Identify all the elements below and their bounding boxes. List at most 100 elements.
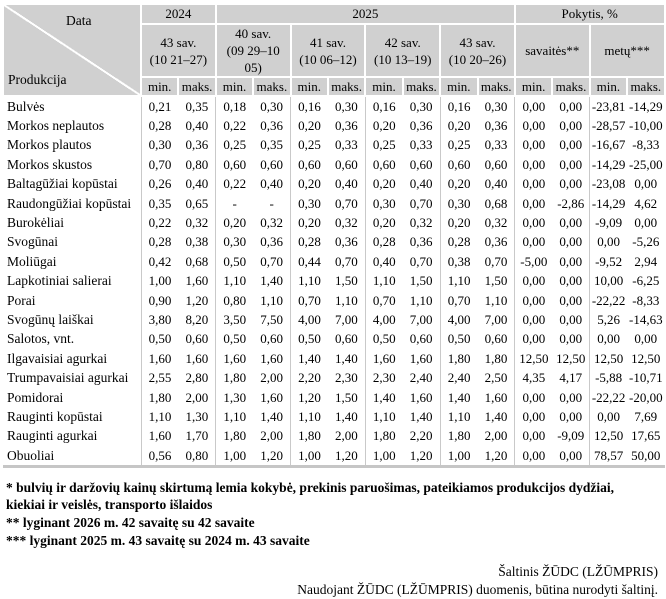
row-label: Ilgavaisiai agurkai bbox=[7, 350, 108, 366]
value-cell: 0,00 bbox=[559, 447, 583, 463]
value-cell: 0,00 bbox=[634, 176, 658, 192]
value-cell: 0,80 bbox=[215, 290, 254, 311]
value-cell: 0,30 bbox=[409, 98, 433, 114]
value-cell: -9,52 bbox=[589, 252, 628, 272]
value-cell: 1,50 bbox=[409, 273, 433, 289]
value-cell: 2,94 bbox=[634, 253, 658, 269]
value-cell: 0,60 bbox=[185, 331, 209, 347]
value-cell: 0,68 bbox=[185, 253, 209, 269]
value-cell: 0,50 bbox=[364, 329, 403, 350]
value-cell: 0,60 bbox=[409, 331, 433, 347]
value-cell: -20,00 bbox=[628, 389, 663, 405]
table-row: Burokėliai 0,22 0,32 0,20 0,32 0,20 0,32 0,20 0… bbox=[3, 213, 665, 233]
value-cell: 7,00 bbox=[484, 311, 508, 327]
week-label: 42 sav. bbox=[384, 34, 421, 50]
value-cell: 0,00 bbox=[559, 215, 583, 231]
footnotes: * bulvių ir daržovių kainų skirtumą lemi… bbox=[6, 479, 656, 549]
value-cell: 7,69 bbox=[634, 408, 658, 424]
value-cell: 0,36 bbox=[335, 118, 358, 134]
value-cell: 0,00 bbox=[514, 271, 553, 291]
value-cell: 1,40 bbox=[335, 350, 358, 366]
table-row: Svogūnai 0,28 0,38 0,30 0,36 0,28 0,36 0,28 0,3… bbox=[3, 232, 665, 253]
row-label: Pomidorai bbox=[7, 389, 64, 405]
value-cell: 4,62 bbox=[634, 195, 658, 211]
source-line-2: Naudojant ŽŪDC (LŽŪMPRIS) duomenis, būti… bbox=[297, 582, 658, 598]
value-cell: 0,20 bbox=[364, 213, 403, 233]
value-cell: 2,00 bbox=[484, 428, 508, 444]
value-cell: 0,50 bbox=[215, 329, 254, 350]
value-cell: 0,00 bbox=[559, 176, 583, 192]
value-cell: 1,40 bbox=[290, 349, 328, 369]
value-cell: 0,00 bbox=[514, 213, 553, 233]
value-cell: 0,36 bbox=[260, 234, 283, 250]
value-cell: -14,29 bbox=[628, 98, 663, 114]
value-cell: 0,20 bbox=[290, 116, 328, 136]
value-cell: 0,00 bbox=[634, 331, 658, 347]
table-row: Baltagūžiai kopūstai 0,26 0,40 0,22 0,40 0,2… bbox=[3, 174, 665, 194]
value-cell: 0,00 bbox=[514, 232, 553, 253]
week-label: 43 sav. bbox=[459, 34, 496, 50]
corner-label-produkcija: Produkcija bbox=[8, 72, 67, 87]
week-dates: (10 20–26) bbox=[448, 51, 507, 67]
value-cell: 0,65 bbox=[185, 195, 209, 211]
value-cell: 0,70 bbox=[409, 195, 433, 211]
value-cell: 0,21 bbox=[140, 96, 179, 117]
value-cell: 0,90 bbox=[140, 290, 179, 311]
table-row: Svogūnų laiškai 3,80 8,20 3,50 7,50 4,00 7,00… bbox=[3, 310, 665, 330]
value-cell: -16,67 bbox=[589, 135, 628, 156]
value-cell: 0,70 bbox=[290, 290, 328, 311]
value-cell: 0,36 bbox=[484, 118, 508, 134]
value-cell: 0,32 bbox=[260, 215, 283, 231]
value-cell: 1,60 bbox=[185, 273, 209, 289]
value-cell: 2,50 bbox=[484, 370, 508, 386]
value-cell: 1,00 bbox=[439, 446, 478, 467]
value-cell: 2,30 bbox=[364, 368, 403, 388]
value-cell: 0,20 bbox=[364, 116, 403, 136]
value-cell: 10,00 bbox=[589, 271, 628, 291]
value-cell: - bbox=[215, 193, 254, 214]
value-cell: 0,00 bbox=[559, 292, 583, 308]
value-cell: 1,80 bbox=[290, 426, 328, 447]
value-cell: 0,00 bbox=[559, 389, 583, 405]
value-cell: 1,10 bbox=[409, 292, 433, 308]
value-cell: 0,16 bbox=[439, 96, 478, 117]
value-cell: 0,70 bbox=[140, 155, 179, 175]
value-cell: 0,00 bbox=[514, 446, 553, 467]
value-cell: 0,22 bbox=[215, 116, 254, 136]
value-cell: 17,65 bbox=[631, 428, 661, 444]
value-cell: 3,50 bbox=[215, 310, 254, 330]
value-cell: 0,40 bbox=[260, 176, 283, 192]
value-cell: 0,32 bbox=[335, 215, 358, 231]
value-cell: 0,00 bbox=[514, 155, 553, 175]
value-cell: 1,30 bbox=[185, 408, 209, 424]
value-cell: 1,60 bbox=[409, 389, 433, 405]
value-cell: 0,18 bbox=[215, 96, 254, 117]
value-cell: 0,00 bbox=[589, 407, 628, 427]
value-cell: 0,20 bbox=[439, 213, 478, 233]
value-cell: 12,50 bbox=[589, 426, 628, 447]
value-cell: 0,25 bbox=[364, 135, 403, 156]
value-cell: 0,28 bbox=[364, 232, 403, 253]
minmax-header-min: min. bbox=[588, 76, 629, 97]
row-label: Salotos, vnt. bbox=[7, 331, 75, 347]
value-cell: 12,50 bbox=[631, 350, 661, 366]
row-label: Morkos neplautos bbox=[7, 118, 105, 134]
footnote-2: ** lyginant 2026 m. 42 savaitę su 42 sav… bbox=[6, 515, 255, 531]
group-header-2025: 2025 bbox=[214, 3, 516, 25]
value-cell: 0,40 bbox=[185, 176, 209, 192]
value-cell: 1,80 bbox=[484, 350, 508, 366]
value-cell: 1,40 bbox=[364, 387, 403, 408]
value-cell: 0,70 bbox=[364, 290, 403, 311]
table-row: Moliūgai 0,42 0,68 0,50 0,70 0,44 0,70 0,40 0,7… bbox=[3, 252, 665, 272]
value-cell: 0,00 bbox=[559, 137, 583, 153]
value-cell: 4,35 bbox=[514, 368, 553, 388]
value-cell: 1,40 bbox=[484, 408, 508, 424]
value-cell: 0,25 bbox=[215, 135, 254, 156]
value-cell: 0,30 bbox=[439, 193, 478, 214]
value-cell: 0,20 bbox=[364, 174, 403, 194]
value-cell: 0,22 bbox=[140, 213, 179, 233]
value-cell: 0,20 bbox=[290, 174, 328, 194]
value-cell: 0,28 bbox=[140, 116, 179, 136]
week-dates: (10 21–27) bbox=[149, 51, 208, 67]
